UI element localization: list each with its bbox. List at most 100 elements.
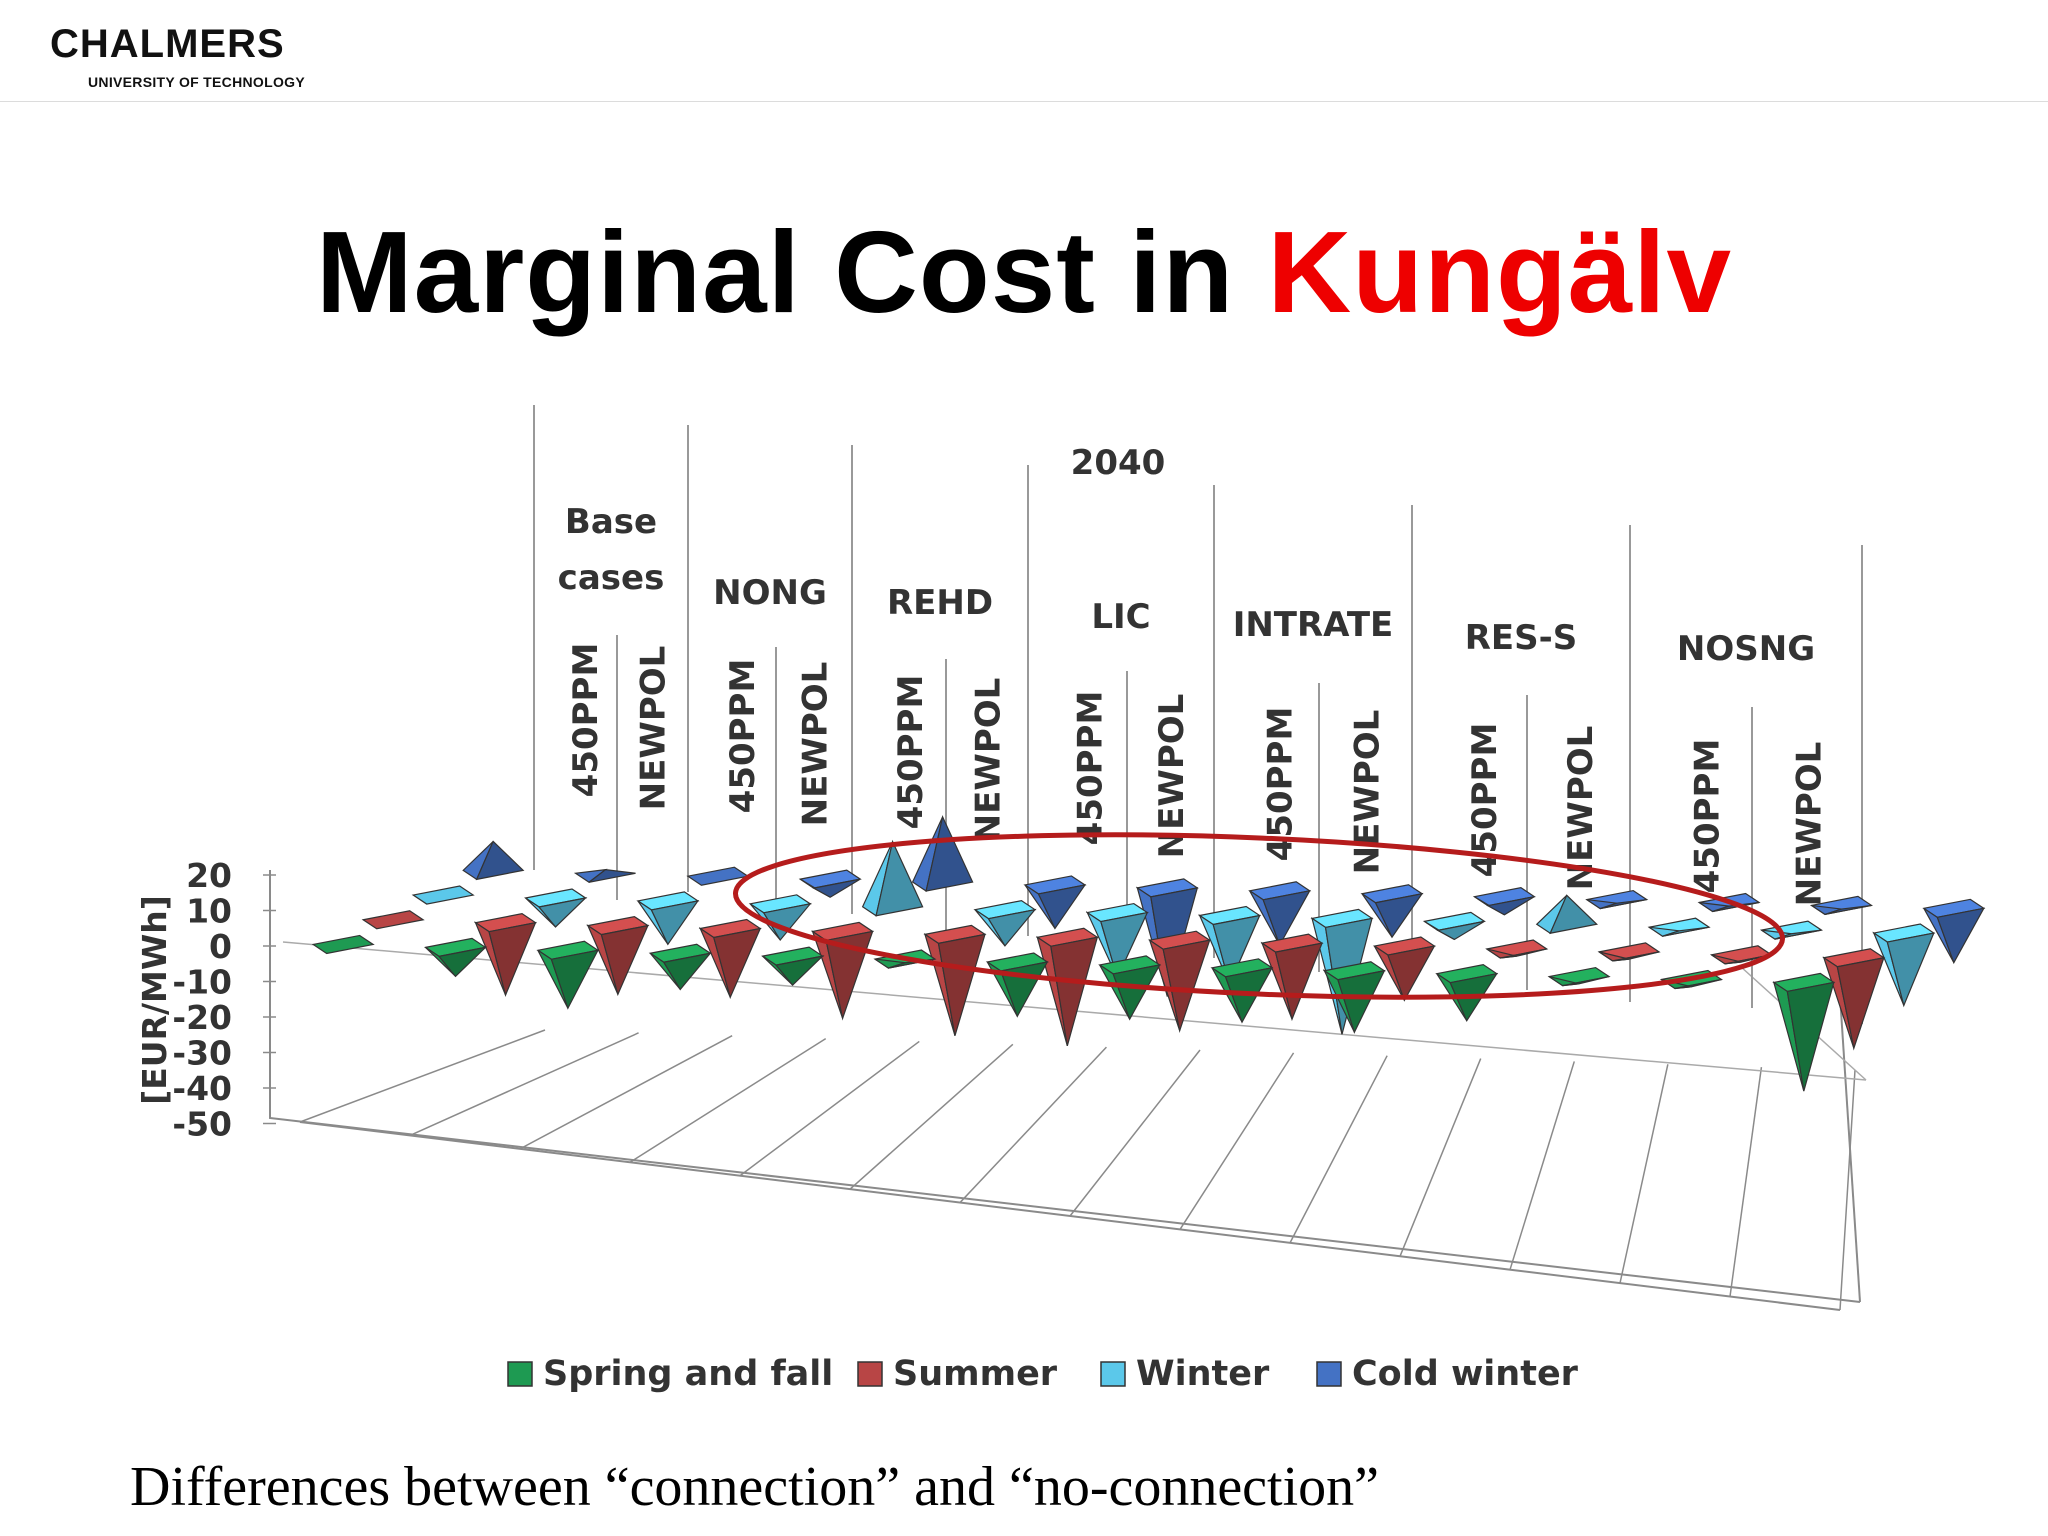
floor-gridline [519, 1035, 733, 1150]
mark-cold-winter [798, 869, 862, 898]
mark-winter [636, 891, 700, 946]
floor-gridline [1839, 1069, 1856, 1311]
mark-winter [748, 894, 812, 942]
category-label: 450PPM [1070, 691, 1110, 846]
floor-gridline [409, 1032, 639, 1137]
legend-label: Spring and fall [543, 1354, 833, 1394]
mark-spring-and-fall [1547, 966, 1611, 987]
floor-gridline [299, 1029, 546, 1123]
pyramid-face-right [537, 897, 588, 928]
flat-mark [411, 885, 475, 905]
flat-mark [311, 934, 375, 955]
category-label: 450PPM [891, 675, 931, 830]
legend-item: Spring and fall [507, 1354, 833, 1394]
pyramid-face-right [550, 949, 599, 1010]
mark-cold-winter [1023, 875, 1087, 930]
pyramid-face-right [1724, 954, 1772, 965]
pyramid-face-right [1374, 892, 1424, 939]
pyramid-face-right [1387, 945, 1436, 1002]
mark-winter [411, 885, 475, 905]
mark-spring-and-fall [1098, 955, 1162, 1021]
pyramid-face-right [925, 815, 974, 892]
mark-winter [1085, 902, 1149, 980]
pyramid-face-right [1886, 932, 1935, 1008]
legend-item: Summer [857, 1354, 1058, 1394]
legend-swatch [857, 1361, 883, 1387]
legend-swatch [1316, 1361, 1342, 1387]
slide-header: CHALMERS UNIVERSITY OF TECHNOLOGY [0, 0, 2048, 102]
y-tick-label: 0 [209, 927, 232, 966]
pyramid-face-right [662, 952, 712, 991]
y-axis-label: [EUR/MWh] [135, 895, 174, 1105]
pyramid-face-right [987, 908, 1037, 947]
pyramid-face-right [937, 933, 986, 1036]
mark-summer [1260, 933, 1324, 1022]
mark-summer [1372, 936, 1436, 1002]
pyramid-face-right [1337, 969, 1386, 1034]
pyramid-face-right [1100, 911, 1149, 980]
mark-spring-and-fall [648, 943, 712, 991]
pyramid-face-right [1674, 978, 1722, 990]
category-label: NEWPOL [1347, 710, 1387, 875]
group-label: Base [565, 502, 657, 542]
floor-gridline [1509, 1061, 1576, 1270]
mark-summer [923, 924, 987, 1036]
group-label: NOSNG [1677, 629, 1815, 669]
legend-item: Winter [1100, 1354, 1270, 1394]
year-label: 2040 [1071, 443, 1166, 483]
flat-mark [361, 910, 425, 930]
category-label: 450PPM [1260, 707, 1300, 862]
mark-cold-winter [1922, 898, 1986, 965]
y-tick-label: -30 [172, 1034, 232, 1073]
mark-winter [523, 888, 588, 928]
y-tick-label: -10 [172, 963, 232, 1002]
floor-gridline [1619, 1064, 1669, 1284]
category-labels: 450PPM NEWPOL 450PPM NEWPOL 450PPM NEWPOL 450P… [566, 643, 1830, 907]
mark-spring-and-fall [1772, 972, 1836, 1092]
group-label: NONG [713, 573, 827, 613]
floor-gridline [1729, 1067, 1763, 1297]
mark-spring-and-fall [311, 934, 375, 955]
group-label: RES-S [1465, 618, 1578, 658]
category-label: NEWPOL [1561, 726, 1601, 891]
pyramid-face-right [1212, 914, 1261, 987]
category-label: 450PPM [566, 643, 606, 798]
mark-summer [1597, 942, 1661, 962]
mark-cold-winter [1360, 884, 1424, 939]
highlight-ellipse [732, 832, 1786, 1000]
y-tick-label: -40 [172, 1069, 232, 1108]
floor-gridline [959, 1046, 1107, 1204]
group-labels: Base cases NONG REHD LIC INTRATE RES-S NOSNG [558, 502, 1815, 669]
pyramid-face-right [875, 839, 924, 917]
group-label: cases [558, 558, 665, 598]
pyramid-face-right [1162, 939, 1211, 1034]
floor-gridline [1069, 1049, 1201, 1217]
chart-marks [311, 815, 1986, 1092]
mark-spring-and-fall [761, 946, 825, 986]
mark-winter [1422, 911, 1486, 941]
pyramid-face-right [1486, 896, 1535, 916]
pyramid-face-right [1836, 956, 1885, 1051]
pyramid-face-right [1786, 981, 1835, 1092]
pyramid-face-right [1112, 964, 1161, 1021]
legend-swatch [1100, 1361, 1126, 1387]
title-main: Marginal Cost in [315, 207, 1268, 337]
mark-spring-and-fall [423, 937, 488, 978]
mark-cold-winter [462, 840, 525, 881]
mark-winter [1872, 923, 1936, 1008]
pyramid-face-right [1612, 951, 1660, 962]
logo-subtitle: UNIVERSITY OF TECHNOLOGY [88, 74, 305, 90]
mark-spring-and-fall [1322, 961, 1386, 1034]
mark-winter [861, 839, 924, 917]
legend-item: Cold winter [1316, 1354, 1579, 1394]
pyramid-face-right [588, 869, 636, 883]
y-tick-label: -50 [172, 1105, 232, 1144]
pyramid-face-right [1050, 936, 1099, 1047]
y-tick-label: 10 [186, 892, 232, 931]
group-label: INTRATE [1233, 605, 1394, 645]
floor-gridline [1399, 1058, 1482, 1257]
pyramid-face-right [1824, 904, 1872, 916]
mark-cold-winter [1809, 895, 1874, 916]
pyramid-face-right [488, 921, 537, 997]
